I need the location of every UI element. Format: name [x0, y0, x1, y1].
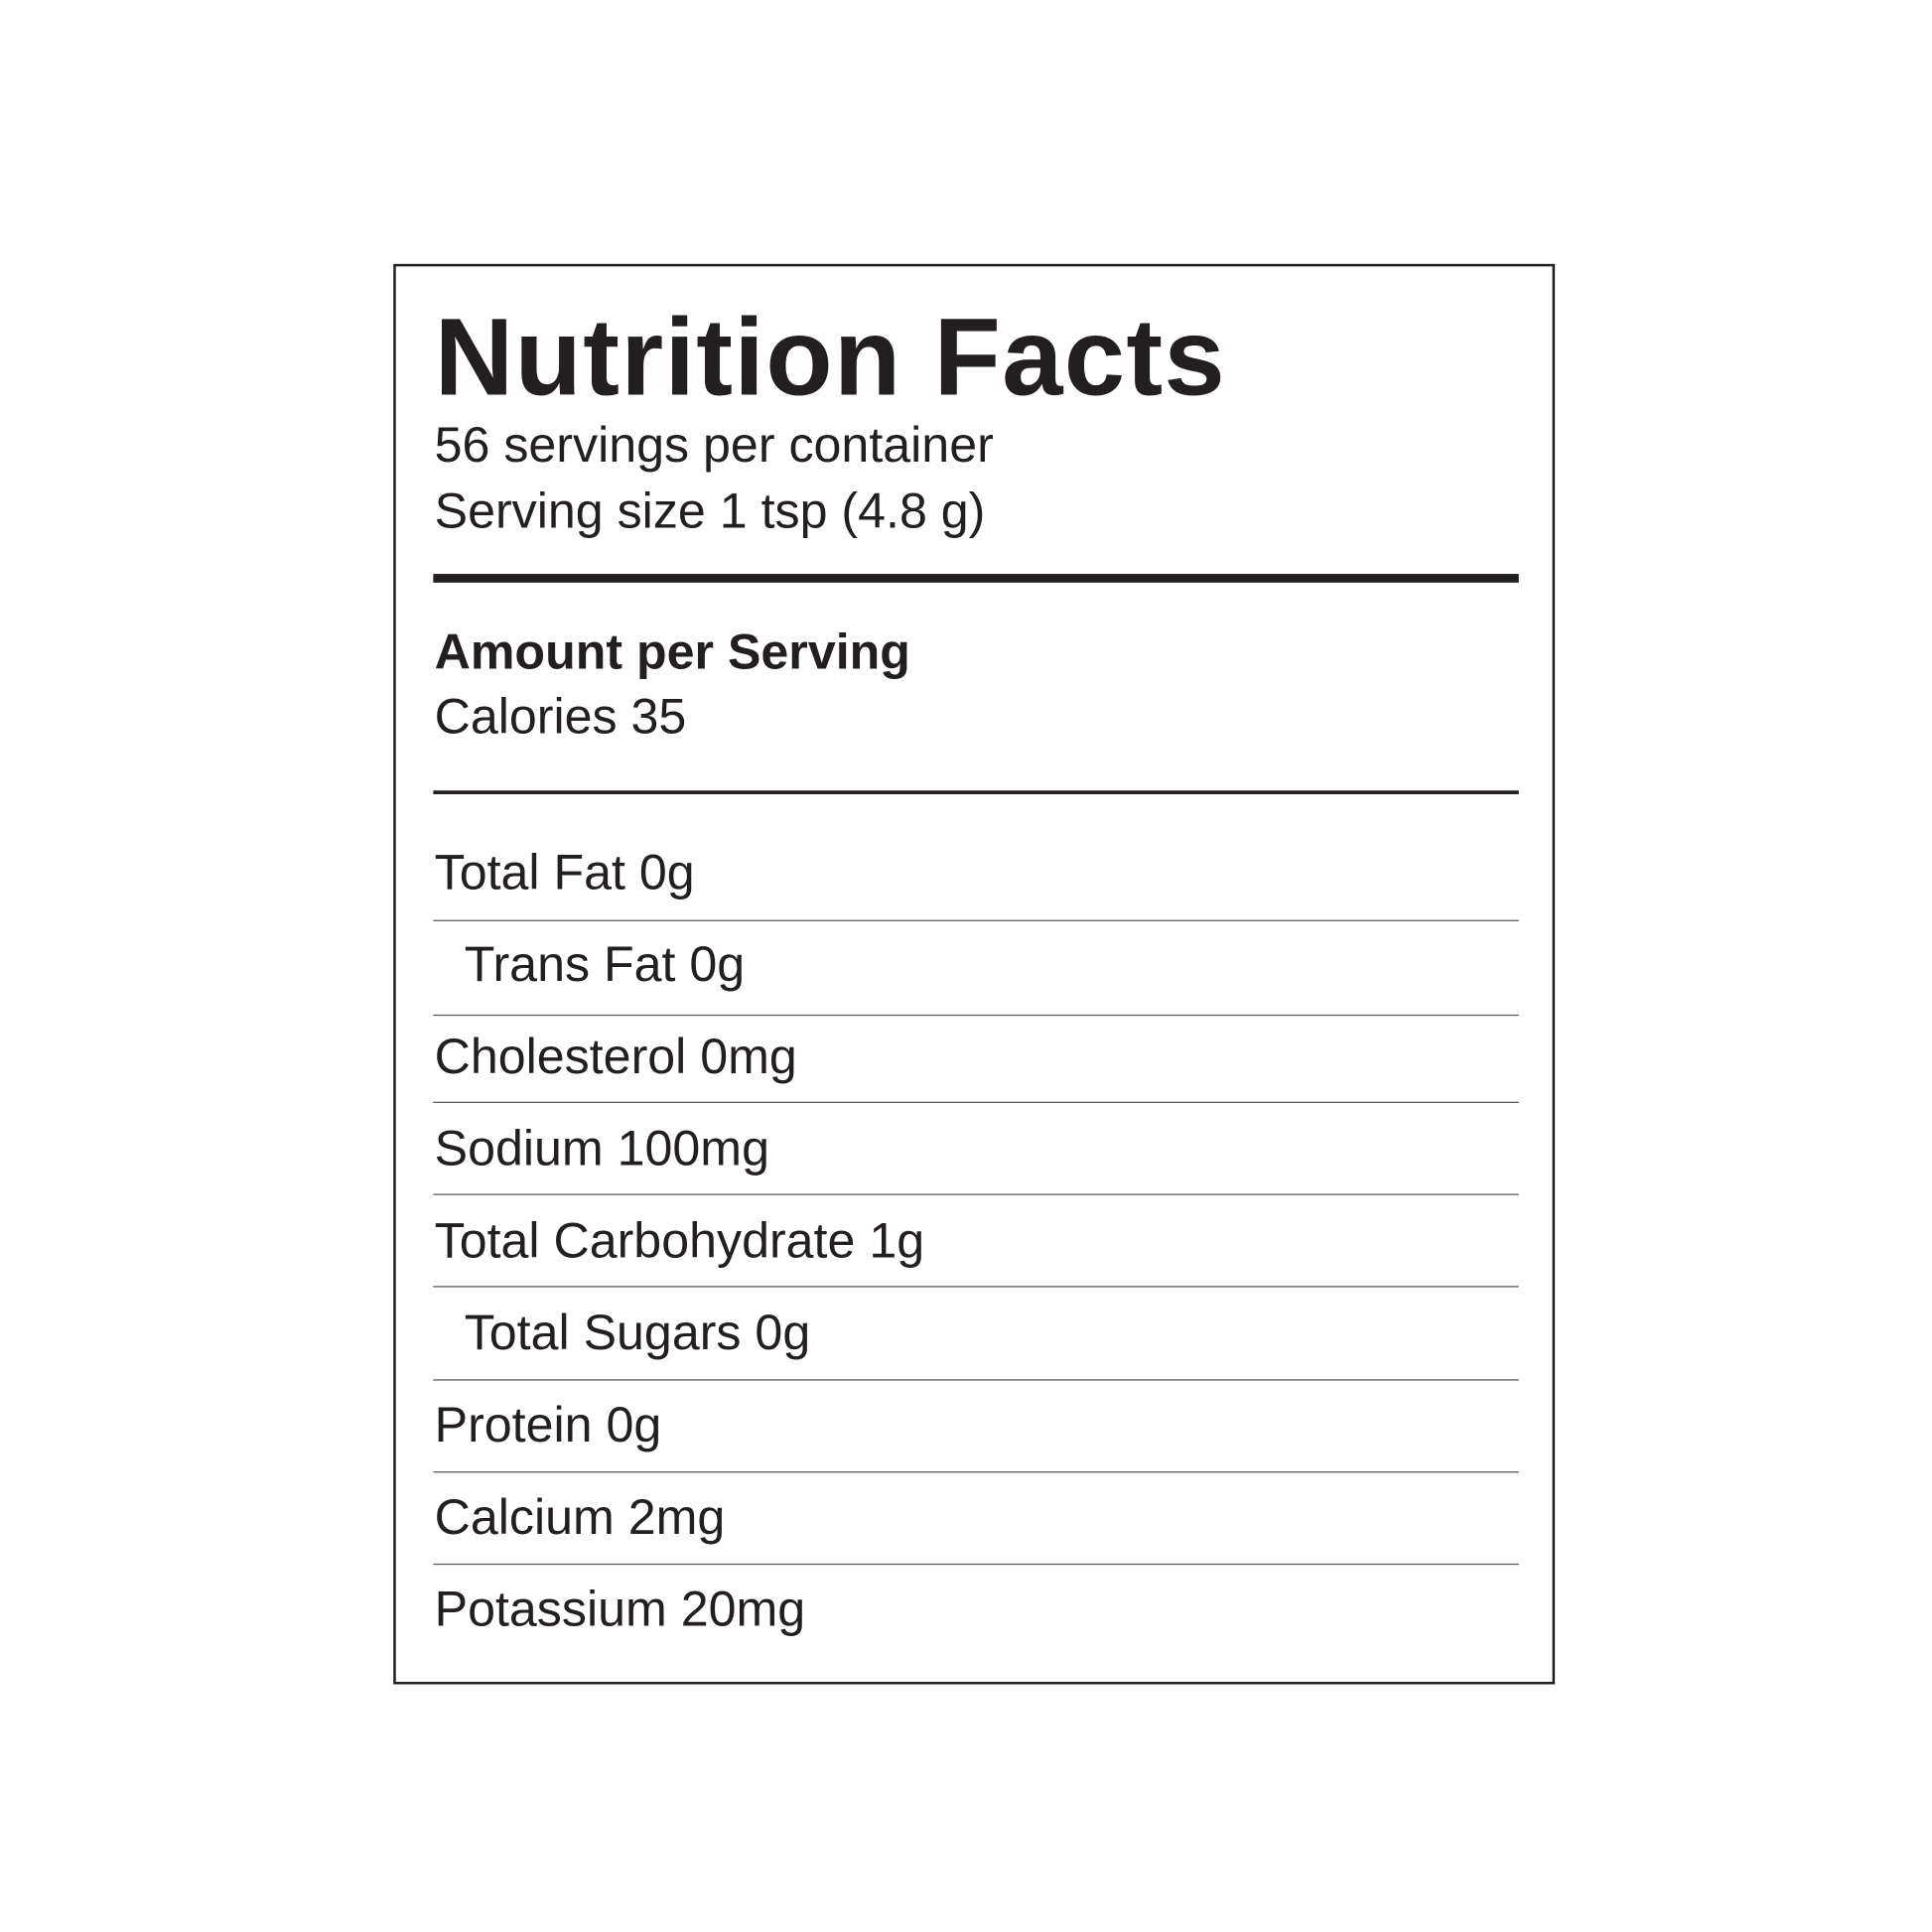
calories: Calories 35	[434, 689, 687, 745]
serving-size: Serving size 1 tsp (4.8 g)	[434, 483, 986, 539]
amount-per-serving-heading: Amount per Serving	[434, 624, 910, 680]
nutrient-row: Cholesterol 0mg	[434, 1029, 797, 1085]
row-divider	[433, 1014, 1519, 1017]
nutrient-row: Potassium 20mg	[434, 1582, 806, 1637]
row-divider	[433, 1471, 1519, 1473]
row-divider	[433, 1286, 1519, 1288]
medium-divider	[433, 790, 1519, 794]
row-divider	[433, 1101, 1519, 1103]
label-title: Nutrition Facts	[434, 295, 1226, 419]
row-divider	[433, 1563, 1519, 1566]
nutrient-row: Total Sugars 0g	[464, 1306, 811, 1361]
nutrient-row: Sodium 100mg	[434, 1121, 769, 1176]
row-divider	[433, 1193, 1519, 1195]
nutrient-row: Total Fat 0g	[434, 845, 695, 900]
row-divider	[433, 919, 1519, 921]
servings-per-container: 56 servings per container	[434, 418, 994, 474]
nutrition-facts-panel	[393, 263, 1556, 1685]
nutrient-row: Total Carbohydrate 1g	[434, 1213, 925, 1269]
nutrient-row: Protein 0g	[434, 1398, 662, 1453]
thick-divider	[433, 574, 1519, 583]
nutrient-row: Calcium 2mg	[434, 1489, 726, 1546]
row-divider	[433, 1379, 1519, 1381]
nutrient-row: Trans Fat 0g	[464, 937, 746, 993]
